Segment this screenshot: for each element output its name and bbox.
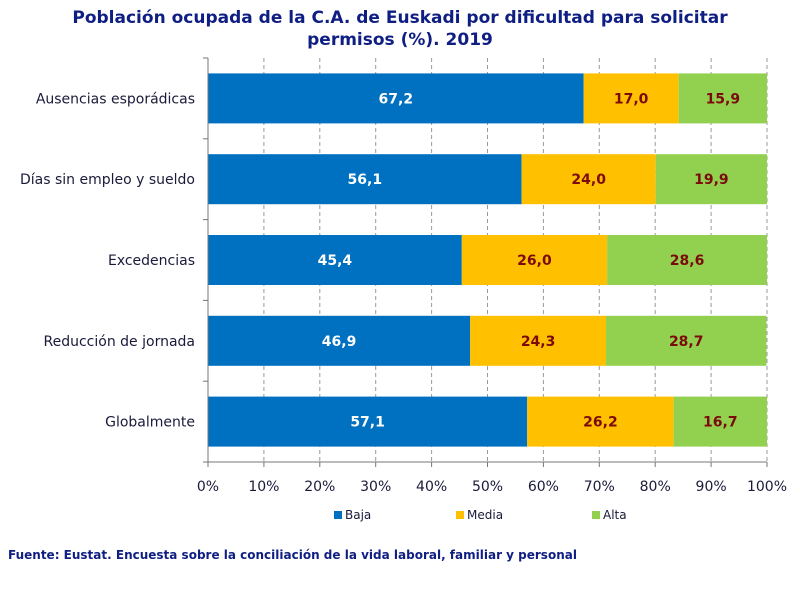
bars: 67,2 17,0 15,9 56,1 24,0 19,9 45,4 26,0 28,6 46,9…	[208, 73, 767, 447]
bar-baja	[208, 235, 462, 285]
x-tick-label: 30%	[360, 479, 391, 495]
category-label: Excedencias	[108, 253, 195, 269]
legend-swatch-alta	[592, 511, 600, 519]
bar-alta	[607, 235, 767, 285]
category-label: Días sin empleo y sueldo	[20, 172, 195, 188]
data-label: 19,9	[694, 172, 729, 188]
category-label: Reducción de jornada	[44, 334, 195, 350]
legend-label-baja: Baja	[345, 508, 371, 522]
bar-media	[527, 396, 674, 447]
legend: Baja Media Alta	[334, 508, 627, 522]
data-label: 45,4	[318, 253, 353, 269]
x-tick-label: 80%	[640, 479, 671, 495]
bar-media	[521, 154, 656, 205]
data-label: 16,7	[703, 415, 738, 431]
data-label: 28,7	[669, 334, 704, 350]
x-tick-label: 20%	[304, 479, 335, 495]
axes: 0% 10% 20% 30% 40% 50% 60% 70% 80% 90% 100% Ausenci…	[20, 57, 787, 495]
x-tick-label: 90%	[696, 479, 727, 495]
data-label: 46,9	[322, 334, 357, 350]
data-label: 28,6	[670, 253, 705, 269]
data-label: 56,1	[348, 172, 383, 188]
data-label: 67,2	[379, 91, 414, 107]
bar-baja	[208, 154, 522, 205]
category-label: Ausencias esporádicas	[36, 91, 195, 107]
legend-label-media: Media	[467, 508, 503, 522]
data-label: 57,1	[350, 415, 385, 431]
category-label: Globalmente	[105, 415, 195, 431]
bar-media	[583, 73, 679, 124]
data-label: 17,0	[614, 91, 649, 107]
source-note: Fuente: Eustat. Encuesta sobre la concil…	[8, 548, 577, 562]
bar-alta	[678, 73, 767, 124]
bar-media	[461, 235, 608, 285]
data-label: 15,9	[706, 91, 741, 107]
chart-title-line-2: permisos (%). 2019	[307, 30, 493, 50]
data-label: 24,3	[521, 334, 556, 350]
bar-baja	[208, 396, 528, 447]
x-tick-label: 10%	[248, 479, 279, 495]
data-label: 24,0	[571, 172, 606, 188]
legend-swatch-media	[456, 511, 464, 519]
grid	[263, 58, 768, 462]
x-tick-label: 100%	[747, 479, 787, 495]
chart-title-line-1: Población ocupada de la C.A. de Euskadi …	[72, 8, 728, 28]
data-label: 26,2	[583, 415, 618, 431]
bar-baja	[208, 315, 471, 366]
x-tick-label: 50%	[472, 479, 503, 495]
x-tick-label: 40%	[416, 479, 447, 495]
legend-label-alta: Alta	[603, 508, 627, 522]
x-tick-label: 60%	[528, 479, 559, 495]
x-tick-label: 0%	[197, 479, 219, 495]
legend-swatch-baja	[334, 511, 342, 519]
bar-media	[470, 315, 607, 366]
x-tick-label: 70%	[584, 479, 615, 495]
bar-alta	[606, 315, 767, 366]
bar-alta	[673, 396, 767, 447]
bar-alta	[655, 154, 767, 205]
data-label: 26,0	[517, 253, 552, 269]
bar-baja	[208, 73, 584, 124]
